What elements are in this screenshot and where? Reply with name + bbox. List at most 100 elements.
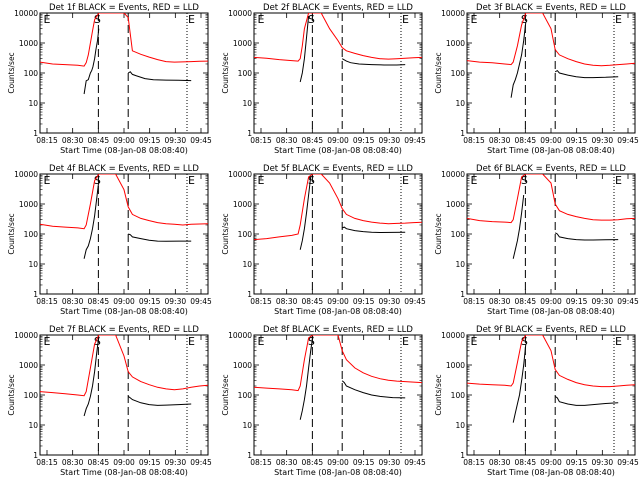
x-tick-label: 09:45: [617, 297, 639, 306]
y-axis-label: Counts/sec: [7, 213, 16, 254]
interval-marker-label: E: [258, 174, 265, 187]
events-series-line: [554, 232, 619, 241]
detector-panel: Det 9f BLACK = Events, RED = LLD 1 10 100 10…: [434, 325, 639, 477]
y-tick-label: 10000: [228, 170, 252, 179]
y-tick-label: 100: [451, 391, 466, 400]
plot-frame: [39, 334, 209, 456]
lld-series-line: [40, 13, 208, 67]
detector-panel: Det 6f BLACK = Events, RED = LLD 1 10 100 10…: [434, 164, 639, 316]
lld-series-line: [40, 335, 208, 397]
x-axis-label: Start Time (08-Jan-08 08:08:40): [274, 468, 402, 477]
y-tick-label: 10: [28, 260, 38, 269]
x-tick-label: 08:30: [62, 458, 84, 467]
detector-panel: Det 7f BLACK = Events, RED = LLD 1 10 100 10…: [7, 325, 212, 477]
x-tick-label: 08:15: [250, 136, 272, 145]
x-tick-label: 08:30: [62, 297, 84, 306]
panel-title: Det 1f BLACK = Events, RED = LLD: [49, 3, 199, 13]
detector-panel: Det 2f BLACK = Events, RED = LLD 1 10 100 10…: [221, 3, 426, 155]
events-series-line: [510, 21, 527, 98]
x-tick-label: 08:30: [276, 136, 298, 145]
x-tick-label: 09:00: [113, 136, 135, 145]
x-tick-label: 09:30: [592, 458, 614, 467]
x-tick-label: 09:15: [353, 136, 375, 145]
x-axis-label: Start Time (08-Jan-08 08:08:40): [60, 146, 188, 155]
y-tick-label: 1000: [446, 361, 465, 370]
x-tick-label: 08:15: [36, 136, 58, 145]
x-tick-label: 08:15: [250, 458, 272, 467]
detector-panel: Det 5f BLACK = Events, RED = LLD 1 10 100 10…: [221, 164, 426, 316]
panel-title: Det 5f BLACK = Events, RED = LLD: [263, 164, 413, 174]
y-axis-label: Counts/sec: [221, 213, 230, 254]
panel-title: Det 2f BLACK = Events, RED = LLD: [263, 3, 413, 13]
x-tick-label: 09:45: [404, 458, 426, 467]
x-tick-label: 09:15: [566, 458, 588, 467]
y-tick-label: 10000: [14, 170, 38, 179]
y-axis-label: Counts/sec: [7, 52, 16, 93]
interval-marker-label: E: [188, 174, 195, 187]
interval-marker-label: E: [258, 335, 265, 348]
x-tick-label: 08:45: [88, 458, 110, 467]
lld-series-line: [40, 174, 208, 230]
x-tick-label: 08:30: [62, 136, 84, 145]
x-tick-label: 09:15: [139, 297, 161, 306]
x-tick-label: 08:45: [302, 136, 324, 145]
interval-marker-label: E: [471, 13, 478, 26]
y-tick-label: 1: [33, 451, 38, 460]
x-tick-label: 09:30: [165, 297, 187, 306]
x-tick-label: 09:45: [190, 458, 212, 467]
interval-marker-label: E: [471, 335, 478, 348]
lld-series-line: [467, 335, 635, 388]
y-tick-label: 1: [460, 129, 465, 138]
y-axis-label: Counts/sec: [221, 374, 230, 415]
interval-marker-label: S: [94, 335, 101, 348]
panel-title: Det 4f BLACK = Events, RED = LLD: [49, 164, 199, 174]
x-tick-label: 09:45: [190, 136, 212, 145]
x-tick-label: 09:00: [540, 136, 562, 145]
interval-marker-label: S: [521, 13, 528, 26]
x-tick-label: 08:15: [36, 297, 58, 306]
x-tick-label: 09:00: [540, 458, 562, 467]
x-tick-label: 08:15: [36, 458, 58, 467]
interval-marker-label: E: [471, 174, 478, 187]
x-tick-label: 09:15: [139, 136, 161, 145]
x-tick-label: 09:30: [592, 297, 614, 306]
y-axis-label: Counts/sec: [221, 52, 230, 93]
interval-marker-label: E: [44, 335, 51, 348]
y-tick-label: 1: [33, 129, 38, 138]
y-tick-label: 100: [24, 69, 39, 78]
y-tick-label: 1: [460, 290, 465, 299]
y-tick-label: 100: [238, 69, 253, 78]
interval-marker-label: E: [44, 174, 51, 187]
interval-marker-label: E: [615, 335, 622, 348]
y-tick-label: 100: [451, 69, 466, 78]
interval-marker-label: E: [188, 13, 195, 26]
x-tick-label: 08:15: [463, 136, 485, 145]
plot-frame: [466, 173, 636, 295]
y-axis-label: Counts/sec: [7, 374, 16, 415]
y-tick-label: 100: [24, 391, 39, 400]
y-tick-label: 10000: [228, 331, 252, 340]
x-axis-label: Start Time (08-Jan-08 08:08:40): [274, 307, 402, 316]
x-tick-label: 09:00: [327, 136, 349, 145]
interval-marker-label: E: [402, 174, 409, 187]
plot-frame: [39, 12, 209, 134]
events-series-line: [127, 71, 192, 82]
y-tick-label: 10: [455, 260, 465, 269]
interval-marker-label: S: [308, 335, 315, 348]
panel-title: Det 3f BLACK = Events, RED = LLD: [476, 3, 626, 13]
detector-panel: Det 1f BLACK = Events, RED = LLD 1 10 100 10…: [7, 3, 212, 155]
y-tick-label: 10: [455, 421, 465, 430]
x-tick-label: 09:45: [617, 458, 639, 467]
interval-marker-label: E: [615, 13, 622, 26]
x-tick-label: 09:45: [404, 297, 426, 306]
x-tick-label: 08:15: [463, 297, 485, 306]
interval-marker-label: E: [188, 335, 195, 348]
y-axis-label: Counts/sec: [434, 213, 443, 254]
x-axis-label: Start Time (08-Jan-08 08:08:40): [487, 307, 615, 316]
x-tick-label: 09:30: [592, 136, 614, 145]
x-tick-label: 08:15: [463, 458, 485, 467]
x-tick-label: 09:30: [165, 136, 187, 145]
x-tick-label: 09:00: [113, 458, 135, 467]
x-axis-label: Start Time (08-Jan-08 08:08:40): [60, 307, 188, 316]
